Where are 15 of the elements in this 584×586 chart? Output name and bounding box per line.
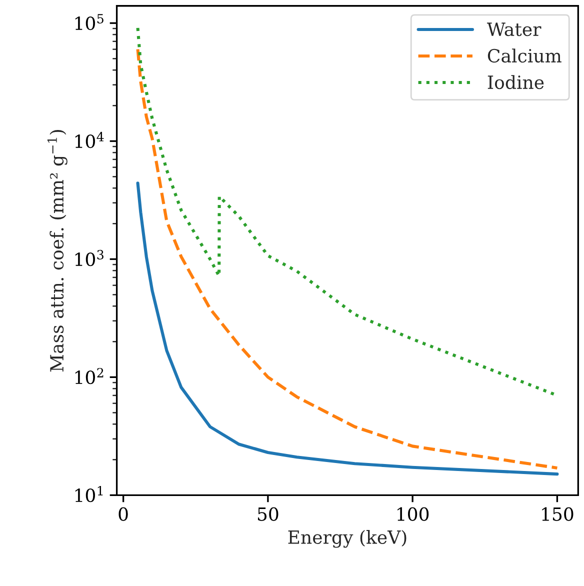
legend-label: Calcium <box>488 48 562 63</box>
y-tick-label: 10$^{3}$ <box>75 250 104 266</box>
y-tick-label: 10$^{4}$ <box>75 132 104 148</box>
x-tick-label: 100 <box>398 507 429 521</box>
line-series <box>136 182 559 476</box>
y-tick-label: 10$^{1}$ <box>75 486 103 502</box>
x-axis-title: Energy (keV) <box>288 530 406 548</box>
legend-label: Iodine <box>488 75 544 90</box>
y-tick-label: 10$^{2}$ <box>75 368 104 384</box>
x-tick-label: 0 <box>118 507 128 521</box>
y-axis-title: Mass attn. coef. (mm² g$^{−1}$) <box>47 130 68 372</box>
x-tick-label: 50 <box>258 507 278 521</box>
y-tick-label: 10$^{5}$ <box>75 14 104 30</box>
x-tick-label: 150 <box>542 507 574 521</box>
legend-label: Water <box>487 22 542 36</box>
